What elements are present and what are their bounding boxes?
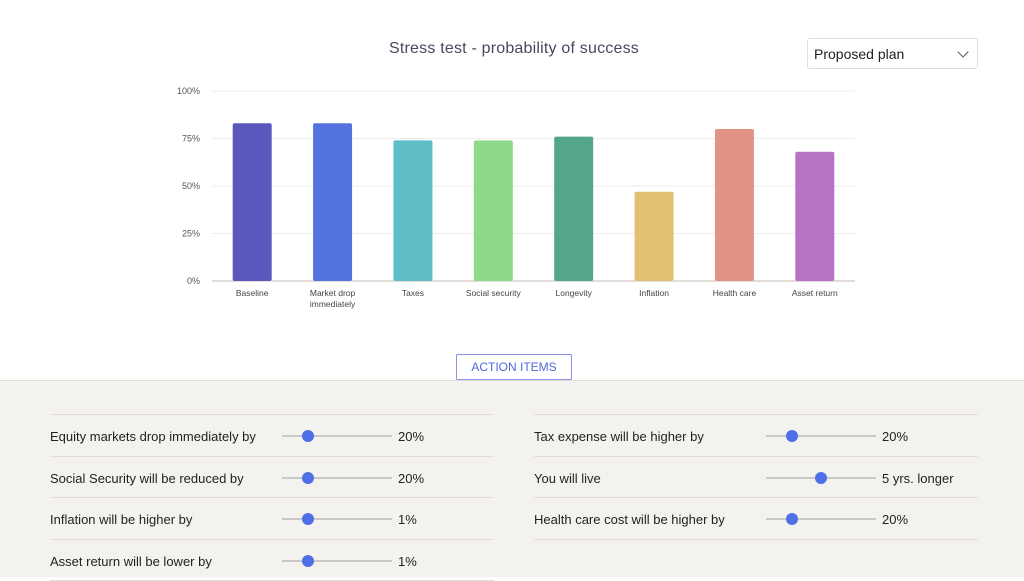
- slider-label: Health care cost will be higher by: [534, 512, 725, 527]
- bar-chart: 0% 25% 50% 75% 100% Baseline Market dropimmedi…: [177, 86, 855, 309]
- slider-thumb[interactable]: [786, 430, 799, 442]
- slider-label: Inflation will be higher by: [50, 512, 193, 527]
- sliders-left-column: Equity markets drop immediately by 20% Soc…: [50, 414, 494, 581]
- y-tick-label: 50%: [182, 181, 200, 191]
- plan-select-value: Proposed plan: [814, 45, 905, 62]
- chart-panel: Stress test - probability of success Pro…: [176, 38, 978, 380]
- slider-value: 20%: [882, 512, 909, 527]
- slider-track[interactable]: [282, 430, 392, 442]
- chart-title: Stress test - probability of success: [389, 40, 639, 57]
- slider-track[interactable]: [766, 513, 876, 525]
- slider-row: You will live 5 yrs. longer: [534, 455, 978, 498]
- y-tick-label: 25%: [182, 229, 200, 239]
- slider-value: 5 yrs. longer: [882, 470, 954, 486]
- sliders-right-column: Tax expense will be higher by 20% You will…: [534, 414, 978, 540]
- slider-row: Tax expense will be higher by 20%: [534, 414, 978, 456]
- x-category-label: Market drop: [310, 288, 356, 298]
- y-tick-label: 75%: [182, 134, 200, 144]
- slider-label: Asset return will be lower by: [50, 553, 212, 569]
- plan-select[interactable]: Proposed plan: [807, 38, 978, 69]
- x-category-label: Taxes: [402, 288, 424, 298]
- bar[interactable]: [393, 140, 433, 281]
- slider-value: 20%: [398, 429, 425, 444]
- y-tick-label: 0%: [187, 276, 200, 286]
- slider-row: Social Security will be reduced by 20%: [50, 455, 494, 498]
- slider-row: Health care cost will be higher by 20%: [534, 497, 978, 539]
- slider-thumb[interactable]: [815, 471, 827, 484]
- bar[interactable]: [554, 136, 594, 281]
- slider-thumb[interactable]: [302, 471, 315, 484]
- slider-track[interactable]: [282, 513, 392, 525]
- chevron-down-icon: [957, 46, 969, 58]
- slider-row: Equity markets drop immediately by 20%: [50, 414, 494, 456]
- slider-thumb[interactable]: [302, 513, 315, 525]
- divider: [534, 538, 978, 540]
- stress-sliders-panel: Equity markets drop immediately by 20% Soc…: [0, 380, 1024, 581]
- x-category-label: Health care: [713, 288, 757, 298]
- slider-thumb[interactable]: [302, 430, 315, 442]
- bar[interactable]: [473, 140, 513, 281]
- slider-label: Social Security will be reduced by: [50, 470, 244, 486]
- action-items-button[interactable]: ACTION ITEMS: [456, 354, 572, 380]
- slider-track[interactable]: [282, 554, 392, 567]
- x-category-label: Social security: [466, 288, 522, 298]
- slider-track[interactable]: [766, 471, 876, 484]
- x-category-label: Longevity: [555, 288, 592, 298]
- slider-value: 1%: [398, 553, 417, 569]
- x-category-label: Inflation: [639, 288, 669, 298]
- slider-label: Equity markets drop immediately by: [50, 429, 256, 444]
- x-category-label: immediately: [310, 299, 356, 309]
- slider-value: 1%: [398, 512, 417, 527]
- slider-label: You will live: [534, 470, 601, 486]
- slider-value: 20%: [882, 429, 909, 444]
- bar[interactable]: [232, 123, 272, 281]
- slider-row: Asset return will be lower by 1%: [50, 538, 494, 581]
- slider-track[interactable]: [282, 471, 392, 484]
- slider-thumb[interactable]: [786, 513, 799, 525]
- bar[interactable]: [634, 191, 674, 281]
- slider-row: Inflation will be higher by 1%: [50, 497, 494, 539]
- bar[interactable]: [714, 129, 754, 281]
- slider-label: Tax expense will be higher by: [534, 429, 704, 444]
- x-category-label: Asset return: [792, 288, 838, 298]
- slider-track[interactable]: [766, 430, 876, 442]
- bar[interactable]: [313, 123, 353, 281]
- bar[interactable]: [795, 151, 835, 281]
- x-category-label: Baseline: [236, 288, 269, 298]
- y-tick-label: 100%: [177, 86, 200, 96]
- slider-value: 20%: [398, 470, 425, 486]
- slider-thumb[interactable]: [302, 554, 315, 567]
